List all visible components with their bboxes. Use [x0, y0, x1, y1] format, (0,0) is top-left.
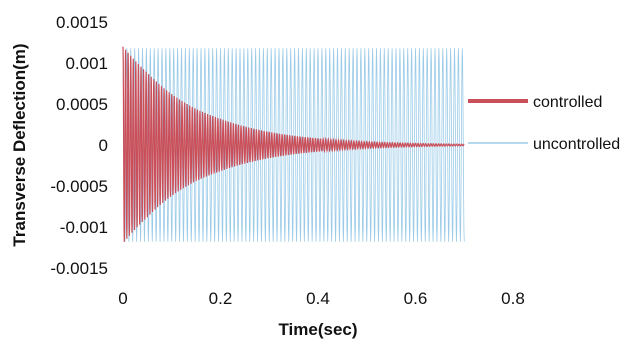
x-axis-title: Time(sec): [278, 320, 357, 339]
x-tick-label: 0.2: [209, 289, 233, 308]
x-tick-label: 0.4: [306, 289, 330, 308]
y-tick-label: -0.001: [60, 218, 108, 237]
x-tick-label: 0.8: [501, 289, 525, 308]
y-tick-label: 0.0005: [56, 95, 108, 114]
y-tick-label: 0.0015: [56, 13, 108, 32]
axes: 0.0015 0.001 0.0005 0 -0.0005 -0.001 -0.0015 0 0…: [50, 13, 524, 308]
y-tick-label: -0.0015: [50, 259, 108, 278]
legend: controlled uncontrolled: [468, 94, 620, 153]
x-tick-label: 0: [118, 289, 127, 308]
y-tick-label: 0: [99, 136, 108, 155]
y-tick-label: 0.001: [65, 54, 108, 73]
plot-area: [122, 46, 465, 242]
y-axis-title: Transverse Deflection(m): [10, 43, 29, 246]
x-tick-label: 0.6: [404, 289, 428, 308]
legend-label-controlled: controlled: [533, 94, 602, 111]
legend-label-uncontrolled: uncontrolled: [533, 136, 620, 153]
series-line-controlled: [122, 46, 465, 242]
y-tick-label: -0.0005: [50, 177, 108, 196]
series-line-uncontrolled: [122, 48, 465, 242]
